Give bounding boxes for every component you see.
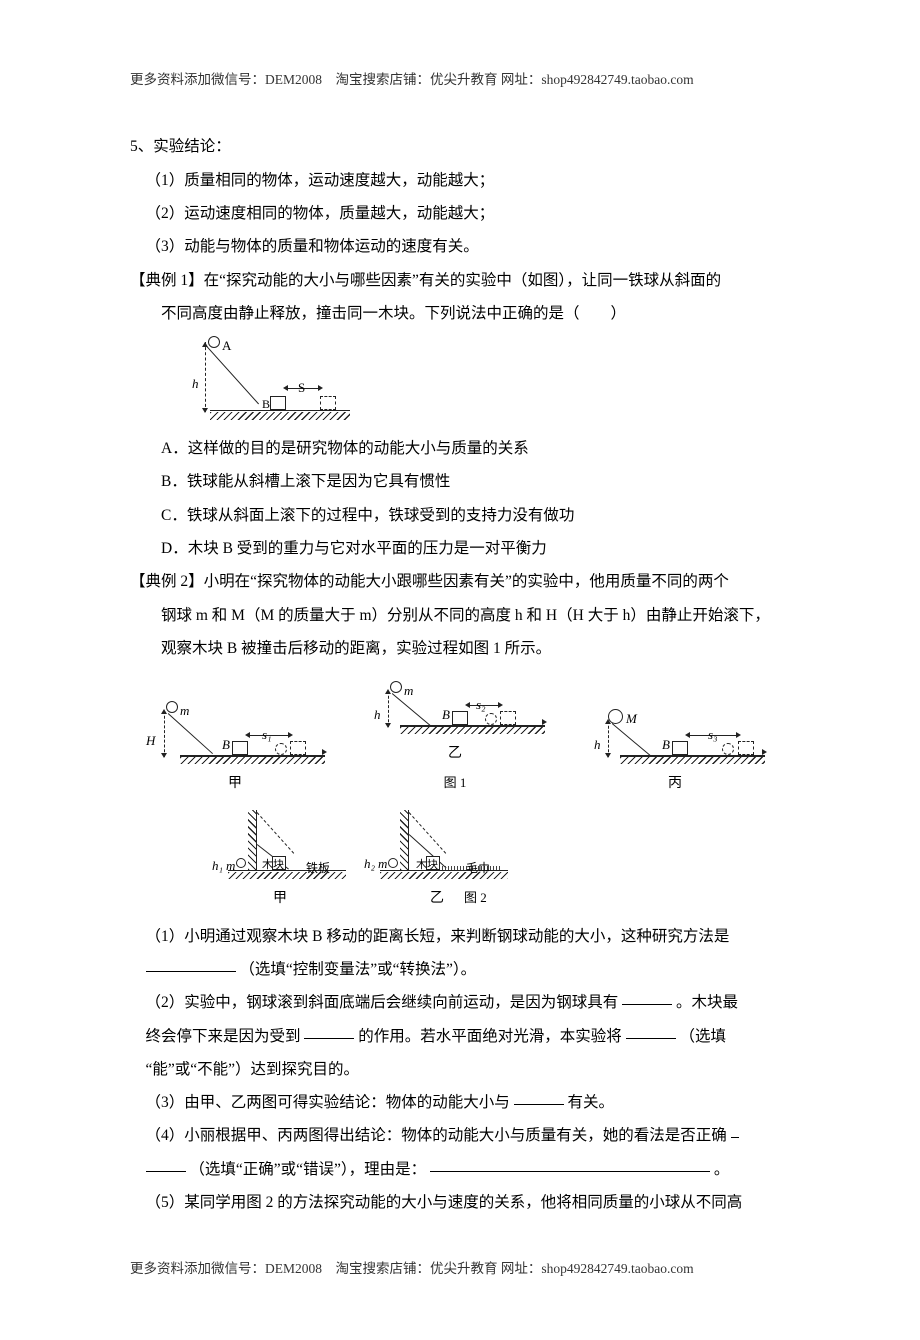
- ex1-choice-D: D．木块 B 受到的重力与它对水平面的压力是一对平衡力: [130, 532, 790, 565]
- q2-line3: “能”或“不能”）达到探究目的。: [130, 1053, 790, 1086]
- blank-q4-1[interactable]: [146, 1155, 186, 1172]
- ex2-stem-line2: 钢球 m 和 M（M 的质量大于 m）分别从不同的高度 h 和 H（H 大于 h…: [130, 599, 790, 632]
- q2-line1: （2）实验中，钢球滚到斜面底端后会继续向前运动，是因为钢球具有 。木块最: [130, 986, 790, 1019]
- ex1-choice-C: C．铁球从斜面上滚下的过程中，铁球受到的支持力没有做功: [130, 499, 790, 532]
- q4-line1: （4）小丽根据甲、丙两图得出结论：物体的动能大小与质量有关，她的看法是否正确: [130, 1119, 790, 1152]
- q5: （5）某同学用图 2 的方法探究动能的大小与速度的关系，他将相同质量的小球从不同…: [130, 1186, 790, 1219]
- ex2-figure-1: H m B s₁ 甲: [140, 671, 790, 799]
- ex1-choice-B: B．铁球能从斜槽上滚下是因为它具有惯性: [130, 465, 790, 498]
- blank-q2-3[interactable]: [626, 1022, 676, 1039]
- q1-line1: （1）小明通过观察木块 B 移动的距离长短，来判断钢球动能的大小，这种研究方法是: [130, 920, 790, 953]
- q1-line2: （选填“控制变量法”或“转换法”）。: [130, 953, 790, 986]
- ex1-choice-A: A．这样做的目的是研究物体的动能大小与质量的关系: [130, 432, 790, 465]
- sec5-item-1: （1）质量相同的物体，运动速度越大，动能越大；: [130, 164, 790, 197]
- sec5-title: 5、实验结论：: [130, 130, 790, 163]
- ex1-figure: h A B S: [170, 336, 790, 426]
- sec5-item-2: （2）运动速度相同的物体，质量越大，动能越大；: [130, 197, 790, 230]
- ex1-stem-line2: 不同高度由静止释放，撞击同一木块。下列说法中正确的是（ ）: [130, 297, 790, 330]
- ex1-stem-line1: 【典例 1】在“探究动能的大小与哪些因素”有关的实验中（如图），让同一铁球从斜面…: [130, 264, 790, 297]
- blank-q4-lead[interactable]: [731, 1122, 739, 1139]
- sec5-item-3: （3）动能与物体的质量和物体运动的速度有关。: [130, 230, 790, 263]
- blank-q3[interactable]: [514, 1089, 564, 1106]
- blank-q2-2[interactable]: [304, 1022, 354, 1039]
- ex2-figure-2: h₁ m 木块 铁板 甲 h₂ m: [210, 806, 790, 914]
- ex2-stem-line1: 【典例 2】小明在“探究物体的动能大小跟哪些因素有关”的实验中，他用质量不同的两…: [130, 565, 790, 598]
- ex2-stem-line3: 观察木块 B 被撞击后移动的距离，实验过程如图 1 所示。: [130, 632, 790, 665]
- blank-q2-1[interactable]: [622, 989, 672, 1006]
- q4-line2: （选填“正确”或“错误”），理由是： 。: [130, 1153, 790, 1186]
- page-header: 更多资料添加微信号：DEM2008 淘宝搜索店铺：优尖升教育 网址：shop49…: [130, 70, 790, 90]
- blank-q4-2[interactable]: [430, 1155, 710, 1172]
- q2-line2: 终会停下来是因为受到 的作用。若水平面绝对光滑，本实验将 （选填: [130, 1020, 790, 1053]
- blank-q1[interactable]: [146, 955, 236, 972]
- page-footer: 更多资料添加微信号：DEM2008 淘宝搜索店铺：优尖升教育 网址：shop49…: [130, 1259, 790, 1279]
- q3: （3）由甲、乙两图可得实验结论：物体的动能大小与 有关。: [130, 1086, 790, 1119]
